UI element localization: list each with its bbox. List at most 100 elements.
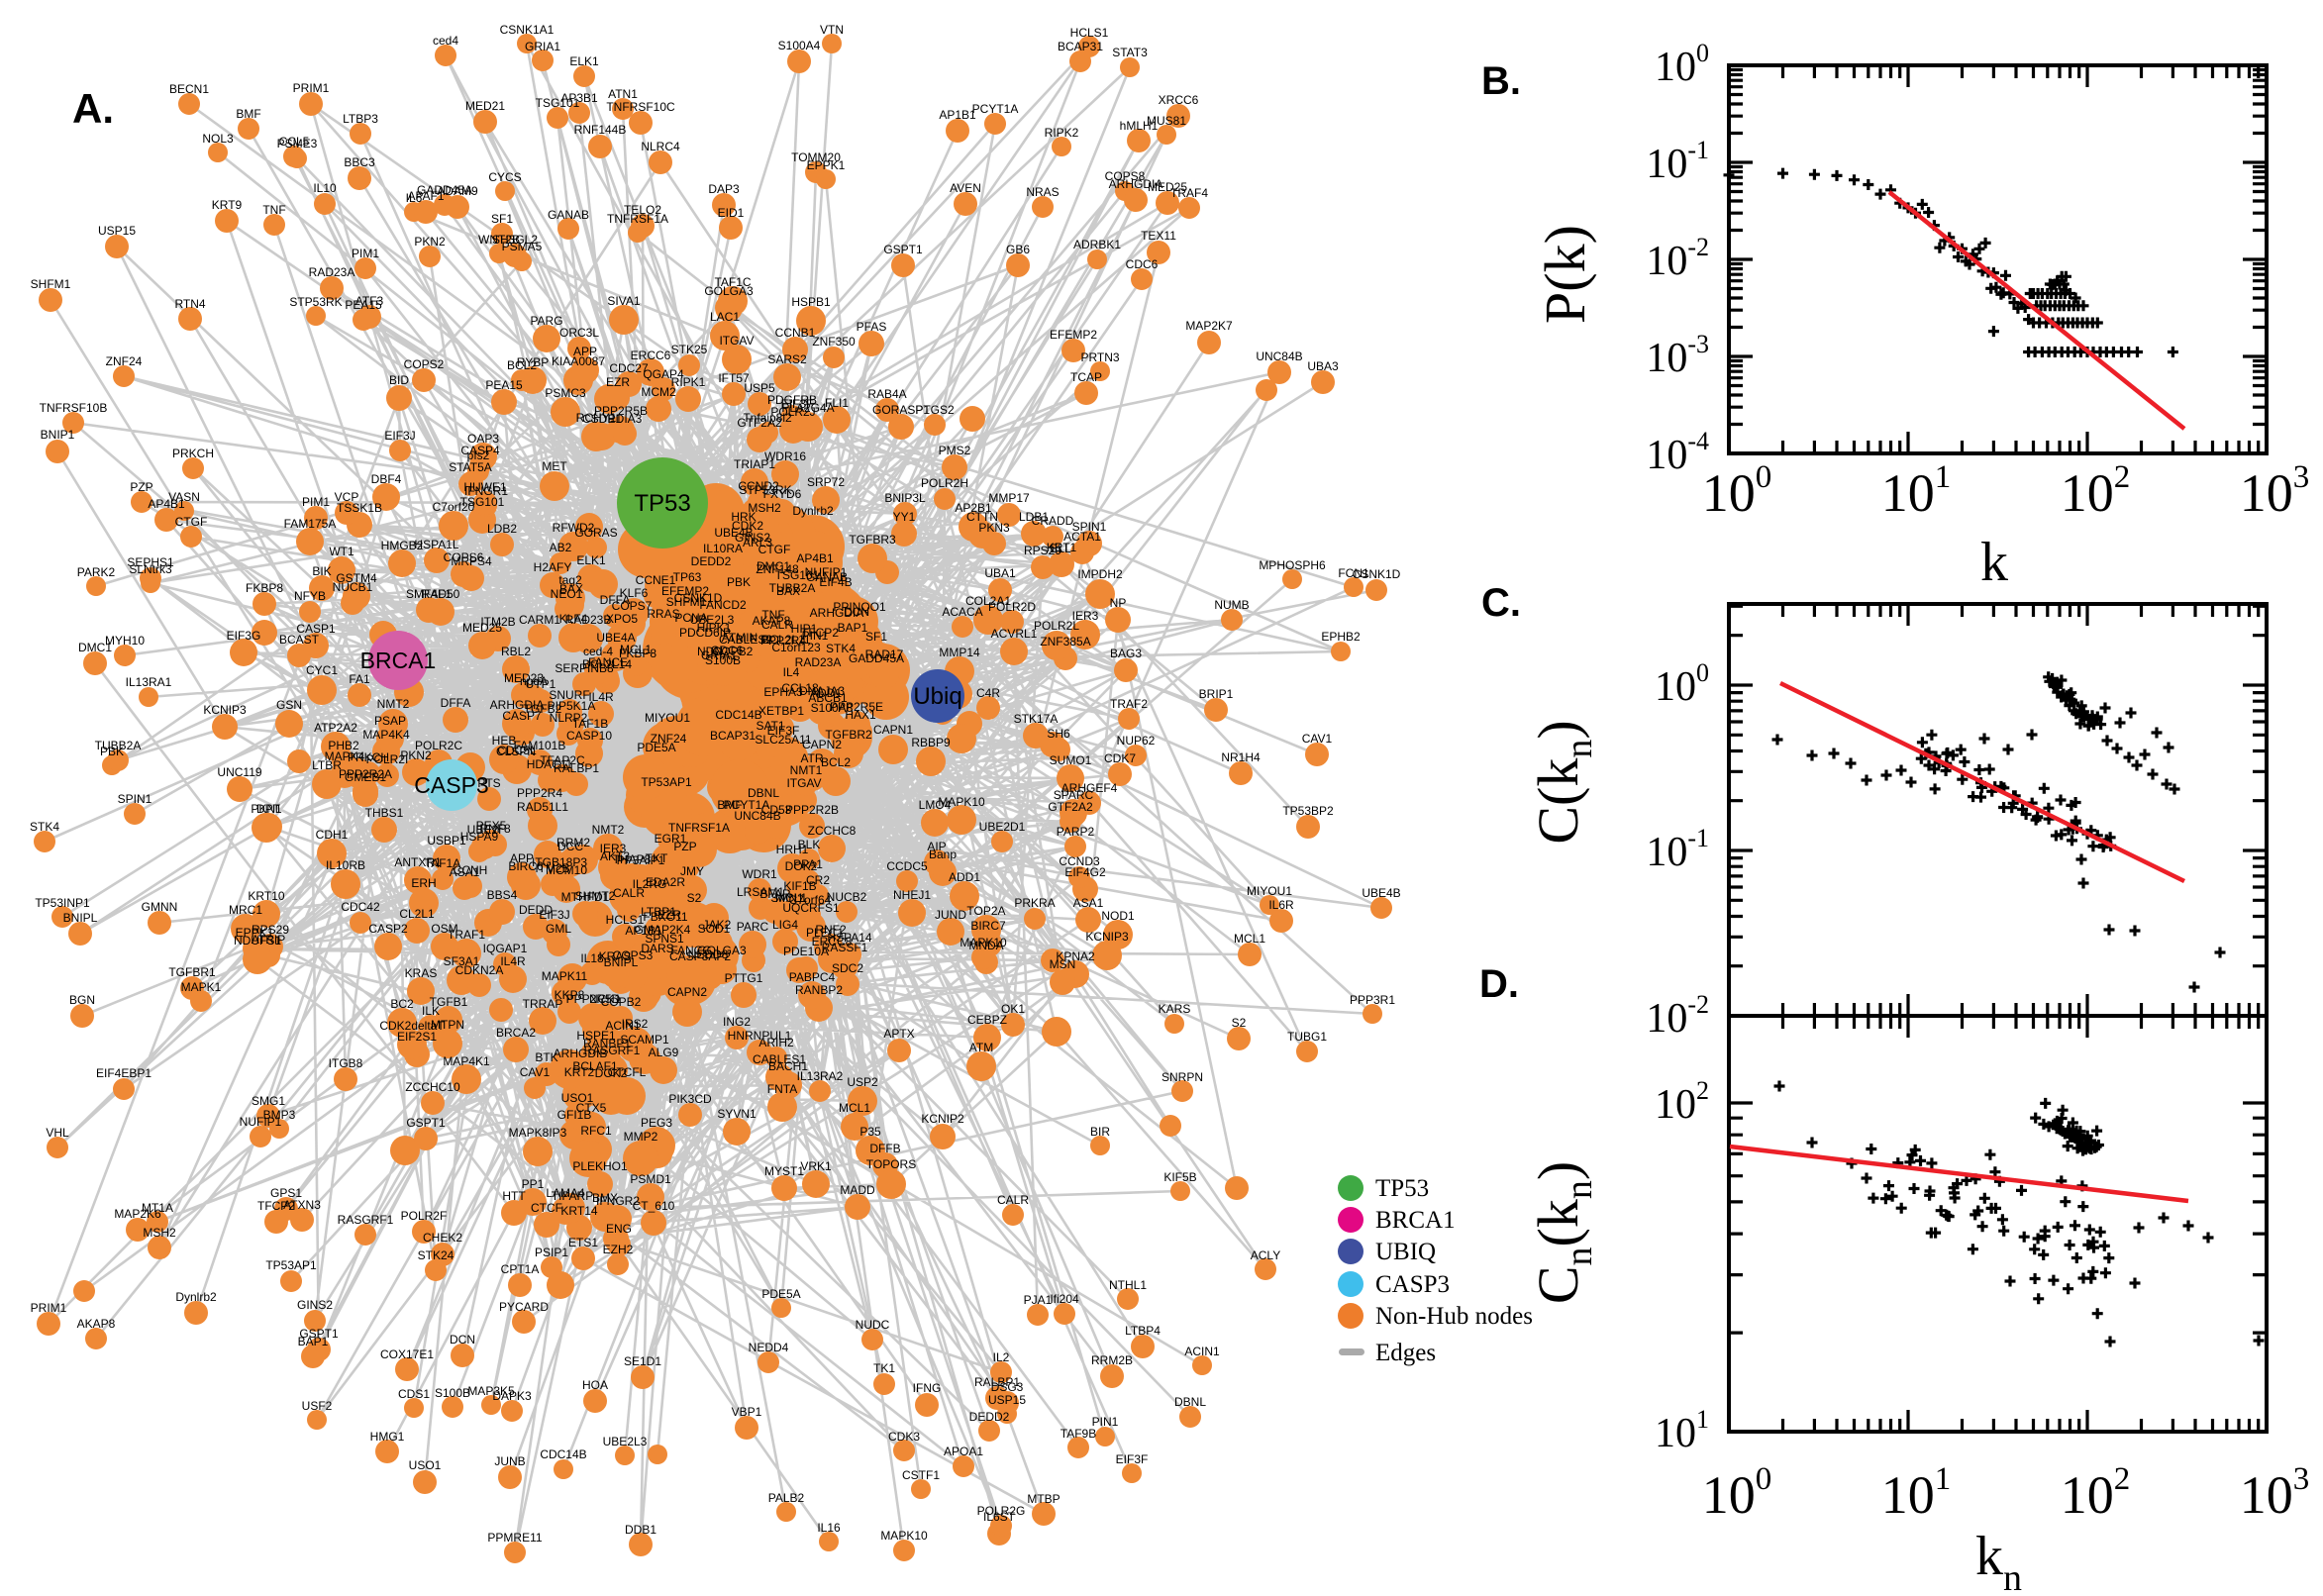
svg-text:hMLH1: hMLH1 bbox=[1120, 119, 1159, 133]
svg-text:TNF: TNF bbox=[262, 203, 285, 217]
svg-text:GB6: GB6 bbox=[1006, 243, 1030, 256]
svg-text:RAD50: RAD50 bbox=[422, 587, 460, 601]
svg-text:GPS1: GPS1 bbox=[270, 1186, 302, 1200]
svg-text:FKBP8: FKBP8 bbox=[619, 647, 656, 660]
svg-text:BECN1: BECN1 bbox=[169, 82, 209, 96]
svg-text:FBXO11: FBXO11 bbox=[643, 910, 687, 924]
svg-text:S100A8: S100A8 bbox=[811, 701, 854, 715]
svg-text:VRK1: VRK1 bbox=[800, 1159, 832, 1173]
svg-text:CPT1A: CPT1A bbox=[501, 1262, 540, 1276]
svg-text:TRAF4: TRAF4 bbox=[1170, 186, 1208, 200]
svg-text:USF2: USF2 bbox=[302, 1399, 333, 1413]
svg-text:CHEK2: CHEK2 bbox=[423, 1231, 462, 1245]
svg-text:NP: NP bbox=[1110, 596, 1127, 610]
svg-text:ACVRL1: ACVRL1 bbox=[991, 627, 1038, 641]
svg-text:IL6ST: IL6ST bbox=[983, 1510, 1016, 1524]
svg-text:MRC1: MRC1 bbox=[229, 903, 262, 917]
svg-text:APP: APP bbox=[573, 345, 597, 358]
svg-text:NUFIP1: NUFIP1 bbox=[805, 565, 848, 579]
svg-text:TP53: TP53 bbox=[634, 490, 690, 517]
svg-text:UQCRFS1: UQCRFS1 bbox=[782, 901, 840, 915]
svg-text:BFAR: BFAR bbox=[759, 887, 791, 901]
svg-text:MCL1: MCL1 bbox=[839, 1101, 870, 1115]
svg-text:LRSAM1: LRSAM1 bbox=[737, 885, 784, 899]
svg-text:RFWD2: RFWD2 bbox=[553, 521, 595, 535]
svg-text:KCNIP3: KCNIP3 bbox=[1085, 930, 1129, 944]
svg-text:RAD23B: RAD23B bbox=[565, 613, 612, 627]
svg-text:COPS2: COPS2 bbox=[404, 357, 445, 371]
svg-text:RAD23A: RAD23A bbox=[309, 265, 355, 279]
svg-text:ATR: ATR bbox=[800, 751, 823, 765]
svg-text:EIF3F: EIF3F bbox=[1116, 1452, 1149, 1466]
svg-text:COPS7: COPS7 bbox=[612, 599, 653, 613]
svg-text:EID1: EID1 bbox=[718, 206, 745, 220]
svg-text:PZP: PZP bbox=[130, 480, 152, 494]
svg-text:BNIP3L: BNIP3L bbox=[884, 491, 926, 505]
svg-text:CRADD: CRADD bbox=[1032, 514, 1074, 528]
svg-text:Tnfaip8l2: Tnfaip8l2 bbox=[743, 411, 792, 425]
svg-text:HOA: HOA bbox=[582, 1378, 608, 1392]
svg-text:MCM10: MCM10 bbox=[546, 863, 587, 877]
svg-text:IL6: IL6 bbox=[406, 191, 423, 205]
svg-text:PPP3R1: PPP3R1 bbox=[1350, 993, 1395, 1007]
svg-text:RIPK2: RIPK2 bbox=[1045, 126, 1079, 140]
svg-text:SHFM1: SHFM1 bbox=[666, 595, 707, 609]
svg-text:pfs2: pfs2 bbox=[467, 449, 490, 462]
svg-text:VBP1: VBP1 bbox=[732, 1405, 762, 1419]
svg-text:NEDD8: NEDD8 bbox=[688, 948, 729, 961]
svg-text:SPIN1: SPIN1 bbox=[1072, 520, 1107, 534]
svg-text:PPA1: PPA1 bbox=[793, 857, 823, 871]
svg-text:XPO5: XPO5 bbox=[606, 612, 638, 626]
svg-text:Edges: Edges bbox=[1375, 1340, 1436, 1366]
svg-text:ADD1: ADD1 bbox=[810, 686, 842, 700]
svg-text:PSME3: PSME3 bbox=[277, 137, 318, 150]
svg-text:HUWE1: HUWE1 bbox=[463, 480, 507, 494]
svg-text:COPB2: COPB2 bbox=[713, 645, 754, 658]
svg-text:BCAST: BCAST bbox=[279, 633, 320, 647]
svg-text:HRK: HRK bbox=[731, 510, 756, 524]
svg-text:AB2: AB2 bbox=[550, 541, 572, 554]
svg-text:DFFA: DFFA bbox=[441, 696, 471, 710]
svg-text:TOPORS: TOPORS bbox=[866, 1157, 916, 1171]
svg-text:EPHB2: EPHB2 bbox=[1321, 630, 1361, 644]
svg-text:NUFIP1: NUFIP1 bbox=[240, 1115, 282, 1129]
svg-text:SDC2: SDC2 bbox=[832, 961, 863, 975]
svg-text:DAP3: DAP3 bbox=[708, 182, 740, 196]
svg-text:P35: P35 bbox=[859, 1125, 881, 1139]
svg-text:SF1: SF1 bbox=[491, 212, 513, 226]
svg-text:BAX: BAX bbox=[559, 582, 583, 596]
svg-text:TP53BP2: TP53BP2 bbox=[1282, 804, 1334, 818]
svg-text:POLR2L: POLR2L bbox=[1034, 619, 1079, 633]
svg-text:NUCB2: NUCB2 bbox=[827, 890, 867, 904]
svg-text:KRT14: KRT14 bbox=[560, 1204, 597, 1218]
svg-text:USP5: USP5 bbox=[744, 381, 775, 395]
svg-text:DDB1: DDB1 bbox=[625, 1523, 656, 1537]
svg-text:MED25: MED25 bbox=[1148, 180, 1187, 194]
svg-text:SPNS1: SPNS1 bbox=[645, 932, 684, 946]
svg-text:DAPK3: DAPK3 bbox=[492, 1389, 532, 1403]
svg-text:TGFBR2: TGFBR2 bbox=[825, 728, 872, 742]
svg-text:MADD: MADD bbox=[840, 1183, 875, 1197]
svg-text:PDE5A: PDE5A bbox=[637, 741, 675, 754]
svg-text:Ubiq: Ubiq bbox=[913, 683, 961, 710]
svg-text:MMP17: MMP17 bbox=[988, 491, 1030, 505]
svg-text:PPP2R5E: PPP2R5E bbox=[830, 700, 883, 714]
svg-text:COPS3: COPS3 bbox=[613, 948, 654, 962]
svg-text:USO1: USO1 bbox=[409, 1458, 442, 1472]
svg-text:IL4: IL4 bbox=[783, 665, 800, 679]
svg-text:RAD51L1: RAD51L1 bbox=[517, 800, 568, 814]
svg-text:MAPK8IP3: MAPK8IP3 bbox=[509, 1126, 567, 1140]
svg-text:PRKRA: PRKRA bbox=[1014, 896, 1055, 910]
svg-text:C7orf64: C7orf64 bbox=[789, 893, 832, 907]
svg-text:CALR: CALR bbox=[761, 618, 793, 632]
svg-text:PRIM1: PRIM1 bbox=[31, 1301, 67, 1315]
svg-text:DCC: DCC bbox=[557, 840, 583, 853]
svg-text:CDC5L: CDC5L bbox=[497, 744, 537, 757]
svg-text:BRCA1: BRCA1 bbox=[1375, 1207, 1456, 1234]
svg-text:CDKN2A: CDKN2A bbox=[455, 963, 504, 977]
svg-text:RANBP1: RANBP1 bbox=[583, 1037, 631, 1050]
svg-text:CCL18: CCL18 bbox=[781, 681, 819, 695]
svg-text:AKAP8: AKAP8 bbox=[753, 614, 791, 628]
svg-text:HSPE1: HSPE1 bbox=[576, 1029, 616, 1043]
svg-text:STK25: STK25 bbox=[671, 343, 708, 356]
